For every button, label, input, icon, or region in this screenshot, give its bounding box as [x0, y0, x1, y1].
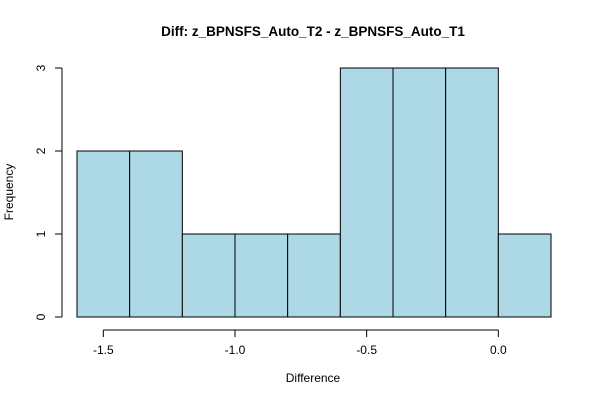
histogram-bar: [497, 233, 552, 318]
x-axis: -1.5 -1.0 -0.5 0.0: [93, 329, 507, 357]
histogram-bar: [392, 67, 447, 318]
chart-title: Diff: z_BPNSFS_Auto_T2 - z_BPNSFS_Auto_T…: [161, 24, 465, 39]
histogram-bar: [181, 233, 236, 318]
y-tick-label: 3: [34, 64, 48, 71]
x-tick-label: -1.5: [93, 343, 114, 357]
x-tick-label: 0.0: [490, 343, 507, 357]
x-tick-label: -1.0: [225, 343, 246, 357]
histogram-bar: [287, 233, 341, 318]
bars-group: [76, 67, 552, 318]
histogram-bar: [76, 150, 131, 318]
x-axis-label: Difference: [286, 371, 341, 385]
y-tick-label: 0: [34, 313, 48, 320]
y-tick-label: 1: [34, 230, 48, 237]
histogram-bar: [445, 67, 499, 318]
y-axis-label: Frequency: [2, 164, 16, 221]
histogram-bar: [339, 67, 394, 318]
histogram-bar: [234, 233, 289, 318]
histogram-bar: [129, 150, 183, 318]
x-tick-label: -0.5: [356, 343, 377, 357]
y-tick-label: 2: [34, 147, 48, 154]
y-axis: 0 1 2 3: [34, 64, 63, 320]
